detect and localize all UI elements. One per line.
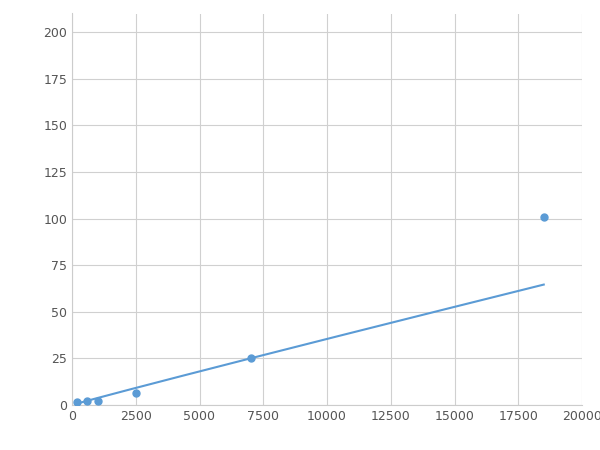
Point (92, 398, 102, 405)
Point (539, 213, 548, 220)
Point (246, 355, 256, 362)
Point (83, 398, 92, 405)
Point (72, 399, 82, 406)
Point (131, 389, 140, 396)
